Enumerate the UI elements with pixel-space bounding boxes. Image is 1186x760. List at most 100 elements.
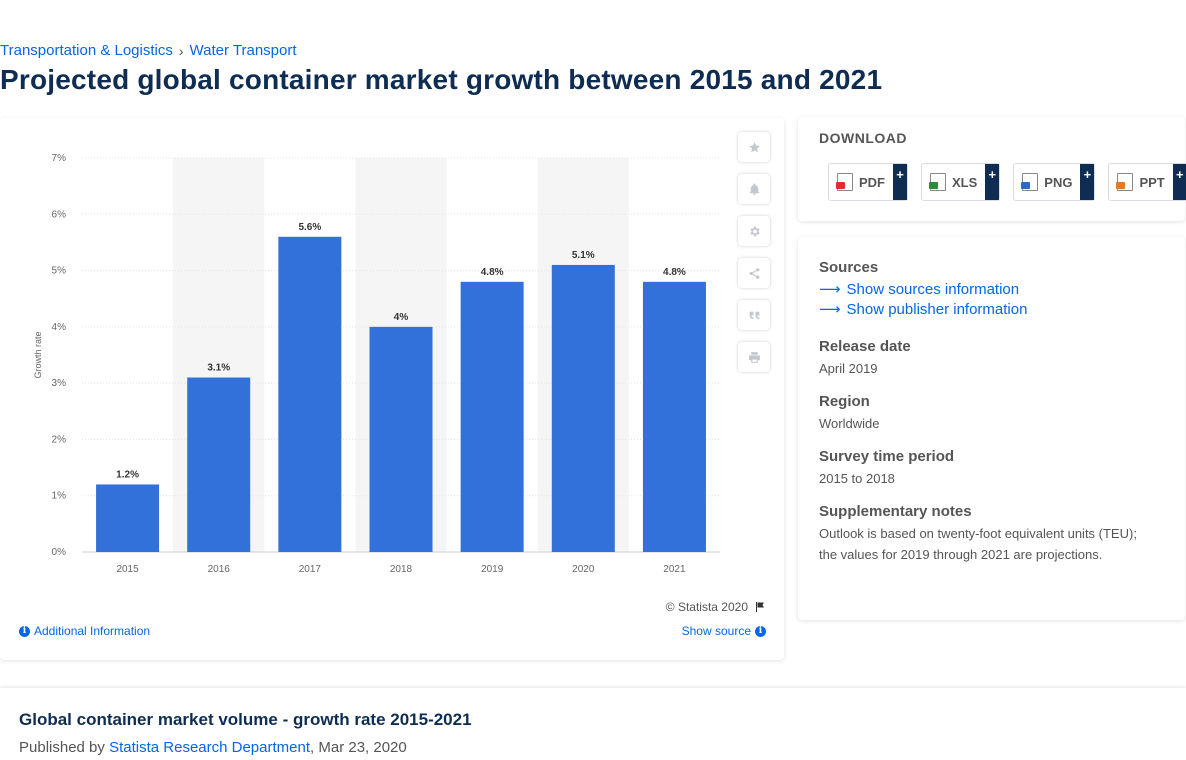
- info-icon: i: [755, 625, 766, 637]
- download-buttons: PDF + XLS + PNG + PPT +: [828, 163, 1186, 201]
- arrow-right-icon: ⟶: [819, 281, 841, 298]
- y-tick-label: 2%: [52, 434, 67, 445]
- supplementary-notes-heading: Supplementary notes: [819, 503, 972, 520]
- star-icon: [748, 141, 760, 152]
- settings-button[interactable]: [738, 216, 770, 246]
- download-xls-label: XLS: [952, 174, 978, 190]
- data-label: 5.1%: [572, 250, 595, 261]
- y-tick-label: 0%: [52, 547, 67, 558]
- breadcrumb-item-transportation[interactable]: Transportation & Logistics: [0, 42, 173, 59]
- x-tick-label: 2020: [572, 564, 595, 575]
- publisher-link[interactable]: Statista Research Department: [109, 739, 311, 756]
- plus-icon[interactable]: +: [893, 164, 907, 200]
- favorite-button[interactable]: [738, 132, 770, 162]
- bar: [278, 236, 342, 553]
- y-tick-label: 6%: [52, 209, 67, 220]
- survey-period-value: 2015 to 2018: [819, 471, 895, 486]
- y-tick-label: 3%: [52, 378, 67, 389]
- additional-info-label: Additional Information: [34, 624, 151, 638]
- publish-date: , Mar 23, 2020: [310, 739, 407, 756]
- notification-button[interactable]: [738, 174, 770, 204]
- pdf-file-icon: [836, 173, 853, 191]
- x-tick-label: 2017: [299, 564, 322, 575]
- png-file-icon: [1021, 173, 1039, 191]
- published-by: Published by Statista Research Departmen…: [19, 739, 407, 756]
- sources-heading: Sources: [819, 259, 879, 276]
- data-label: 4.8%: [663, 267, 686, 278]
- show-sources-link[interactable]: ⟶ Show sources information: [819, 280, 1139, 299]
- page-title: Projected global container market growth…: [0, 64, 883, 95]
- plus-icon[interactable]: +: [985, 164, 1000, 200]
- quote-icon: [749, 311, 759, 319]
- show-sources-label: Show sources information: [846, 280, 1020, 298]
- plus-icon[interactable]: +: [1080, 164, 1095, 200]
- y-tick-label: 7%: [52, 153, 67, 164]
- bar: [96, 484, 160, 552]
- share-icon: [749, 267, 759, 279]
- chart-toolbar: [738, 132, 770, 372]
- arrow-right-icon: ⟶: [819, 301, 841, 318]
- download-png-button[interactable]: PNG +: [1013, 163, 1096, 201]
- download-pdf-label: PDF: [859, 174, 885, 190]
- bell-icon: [749, 183, 759, 195]
- bar: [551, 264, 615, 552]
- y-tick-label: 4%: [52, 322, 67, 333]
- show-source-label: Show source: [681, 624, 751, 638]
- data-label: 5.6%: [298, 222, 321, 233]
- gear-icon: [749, 226, 760, 236]
- print-icon: [748, 351, 760, 363]
- breadcrumb-separator: ›: [178, 42, 184, 59]
- flag-icon[interactable]: [754, 601, 766, 613]
- data-label: 3.1%: [207, 363, 230, 374]
- print-button[interactable]: [738, 342, 770, 372]
- data-label: 4.8%: [481, 267, 504, 278]
- ppt-file-icon: [1116, 173, 1134, 191]
- copyright-text: © Statista 2020: [665, 600, 748, 614]
- cite-button[interactable]: [738, 300, 770, 330]
- copyright: © Statista 2020: [666, 600, 766, 614]
- share-button[interactable]: [738, 258, 770, 288]
- supplementary-notes-value: Outlook is based on twenty-foot equivale…: [819, 526, 1137, 562]
- show-source-link[interactable]: Show source i: [682, 624, 766, 638]
- download-title: DOWNLOAD: [819, 130, 907, 146]
- download-ppt-button[interactable]: PPT +: [1108, 163, 1186, 201]
- x-tick-label: 2015: [116, 564, 139, 575]
- statistic-details-panel: Sources ⟶ Show sources information ⟶ Sho…: [798, 237, 1185, 620]
- xls-file-icon: [929, 173, 946, 191]
- download-panel: DOWNLOAD PDF + XLS + PNG + PPT +: [798, 117, 1186, 221]
- statistic-summary: Global container market volume - growth …: [0, 688, 1186, 760]
- breadcrumb-item-water-transport[interactable]: Water Transport: [189, 42, 297, 59]
- x-tick-label: 2018: [390, 564, 413, 575]
- plus-icon[interactable]: +: [1172, 164, 1186, 200]
- bar: [460, 281, 524, 552]
- x-tick-label: 2021: [663, 564, 686, 575]
- bar-chart: 0% 1% 2% 3% 4% 5% 6% 7% Growth rate 1.2% 2015 3.1% 2…: [33, 153, 720, 575]
- y-tick-label: 1%: [52, 491, 67, 502]
- bar: [369, 326, 433, 552]
- chart-card: 0% 1% 2% 3% 4% 5% 6% 7% Growth rate 1.2% 2015 3.1% 2…: [0, 118, 784, 660]
- region-value: Worldwide: [819, 416, 880, 431]
- download-xls-button[interactable]: XLS +: [921, 163, 1001, 201]
- y-axis-label: Growth rate: [33, 331, 43, 378]
- release-date-heading: Release date: [819, 338, 911, 355]
- region-heading: Region: [819, 393, 870, 410]
- download-pdf-button[interactable]: PDF +: [828, 163, 908, 201]
- bar: [187, 377, 251, 552]
- x-tick-label: 2019: [481, 564, 504, 575]
- survey-period-heading: Survey time period: [819, 448, 955, 465]
- show-publisher-link[interactable]: ⟶ Show publisher information: [819, 300, 1139, 319]
- breadcrumb: Transportation & Logistics › Water Trans…: [0, 42, 297, 59]
- summary-title: Global container market volume - growth …: [19, 710, 472, 729]
- release-date-value: April 2019: [819, 361, 878, 376]
- additional-info-link[interactable]: i Additional Information: [19, 624, 150, 638]
- download-ppt-label: PPT: [1139, 174, 1165, 190]
- data-label: 1.2%: [116, 469, 139, 480]
- x-tick-label: 2016: [208, 564, 231, 575]
- download-png-label: PNG: [1044, 174, 1073, 190]
- data-label: 4%: [394, 312, 409, 323]
- bar: [642, 281, 706, 552]
- published-by-label: Published by: [19, 739, 105, 756]
- show-publisher-label: Show publisher information: [846, 300, 1028, 318]
- info-icon: i: [19, 625, 30, 637]
- y-tick-label: 5%: [52, 266, 67, 277]
